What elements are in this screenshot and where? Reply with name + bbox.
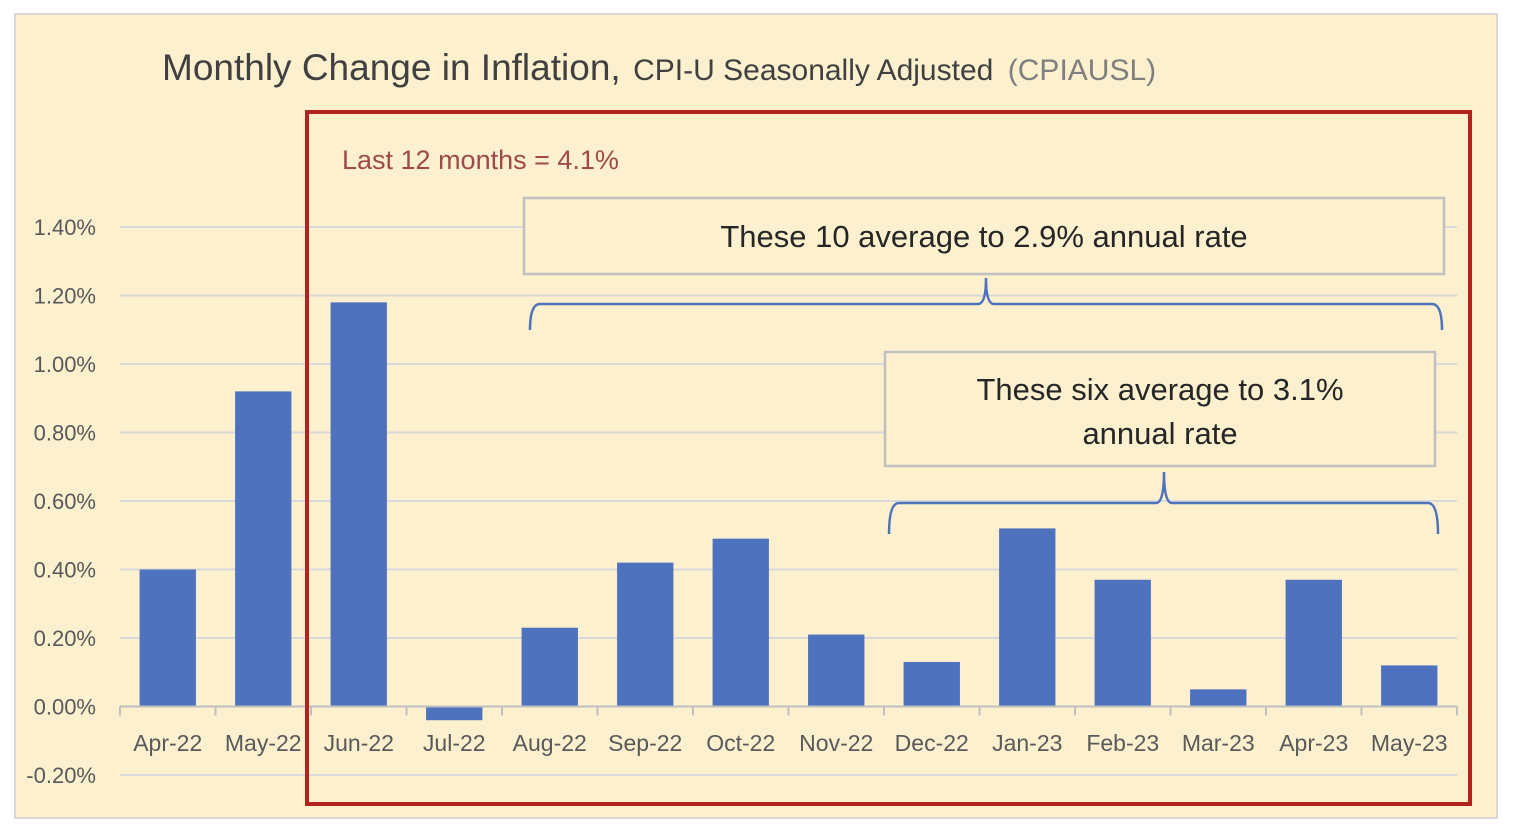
bar-apr-22 [139,569,196,707]
last-12-months-highlight-box [305,110,1472,806]
y-tick-label: 0.40% [34,558,96,583]
ten-average-callout-text: These 10 average to 2.9% annual rate [720,219,1247,254]
bar-jan-23 [999,528,1056,707]
x-tick-label: Jun-22 [324,730,394,756]
bar-jul-22 [426,706,483,721]
y-tick-label: -0.20% [26,763,96,788]
y-tick-label: 1.20% [34,284,96,309]
bar-apr-23 [1285,579,1342,707]
six-average-callout-line1: These six average to 3.1% [976,372,1343,407]
x-tick-label: Oct-22 [706,730,775,756]
x-tick-label: Sep-22 [608,730,682,756]
x-tick-label: Mar-23 [1182,730,1255,756]
y-tick-label: 0.00% [34,695,96,720]
x-tick-label: Apr-23 [1279,730,1348,756]
bar-mar-23 [1190,689,1247,707]
bar-nov-22 [808,634,865,707]
bar-oct-22 [712,538,769,707]
x-tick-label: Jan-23 [992,730,1062,756]
x-axis-ticks: Apr-22 May-22 Jun-22 Jul-22 Aug-22 Sep-22 Oct-… [133,730,1447,756]
bar-aug-22 [521,627,578,707]
ten-average-callout-box [522,196,1446,276]
ten-months-brace [528,277,1444,331]
x-axis [119,705,1458,716]
bars [139,302,1438,721]
x-tick-label: Jul-22 [423,730,486,756]
bar-jun-22 [330,302,387,707]
chart-title-line: Monthly Change in Inflation, CPI-U Seaso… [162,47,1156,88]
y-tick-label: 0.60% [34,489,96,514]
six-months-brace [887,471,1440,535]
six-average-callout-line2: annual rate [1082,416,1237,451]
bar-dec-22 [903,661,960,707]
six-average-callout-box [883,350,1437,468]
last-12-months-note: Last 12 months = 4.1% [342,145,619,175]
gridlines [120,226,1457,776]
chart-title: Monthly Change in Inflation, [162,47,621,88]
y-tick-label: 0.80% [34,421,96,446]
y-axis-ticks: -0.20% 0.00% 0.20% 0.40% 0.60% 0.80% 1.00% 1.20… [26,215,96,788]
y-tick-label: 0.20% [34,626,96,651]
x-tick-label: Nov-22 [799,730,873,756]
chart-subtitle: CPI-U Seasonally Adjusted [633,54,993,87]
y-tick-label: 1.00% [34,352,96,377]
x-tick-label: May-23 [1371,730,1448,756]
bar-sep-22 [617,562,674,707]
x-tick-label: May-22 [225,730,302,756]
x-tick-label: Aug-22 [513,730,587,756]
chart-series-code: (CPIAUSL) [1008,54,1156,87]
bar-feb-23 [1094,579,1151,707]
y-tick-label: 1.40% [34,215,96,240]
bar-may-23 [1381,665,1438,707]
x-tick-label: Feb-23 [1086,730,1159,756]
x-tick-label: Apr-22 [133,730,202,756]
x-tick-label: Dec-22 [895,730,969,756]
bar-may-22 [235,391,292,707]
